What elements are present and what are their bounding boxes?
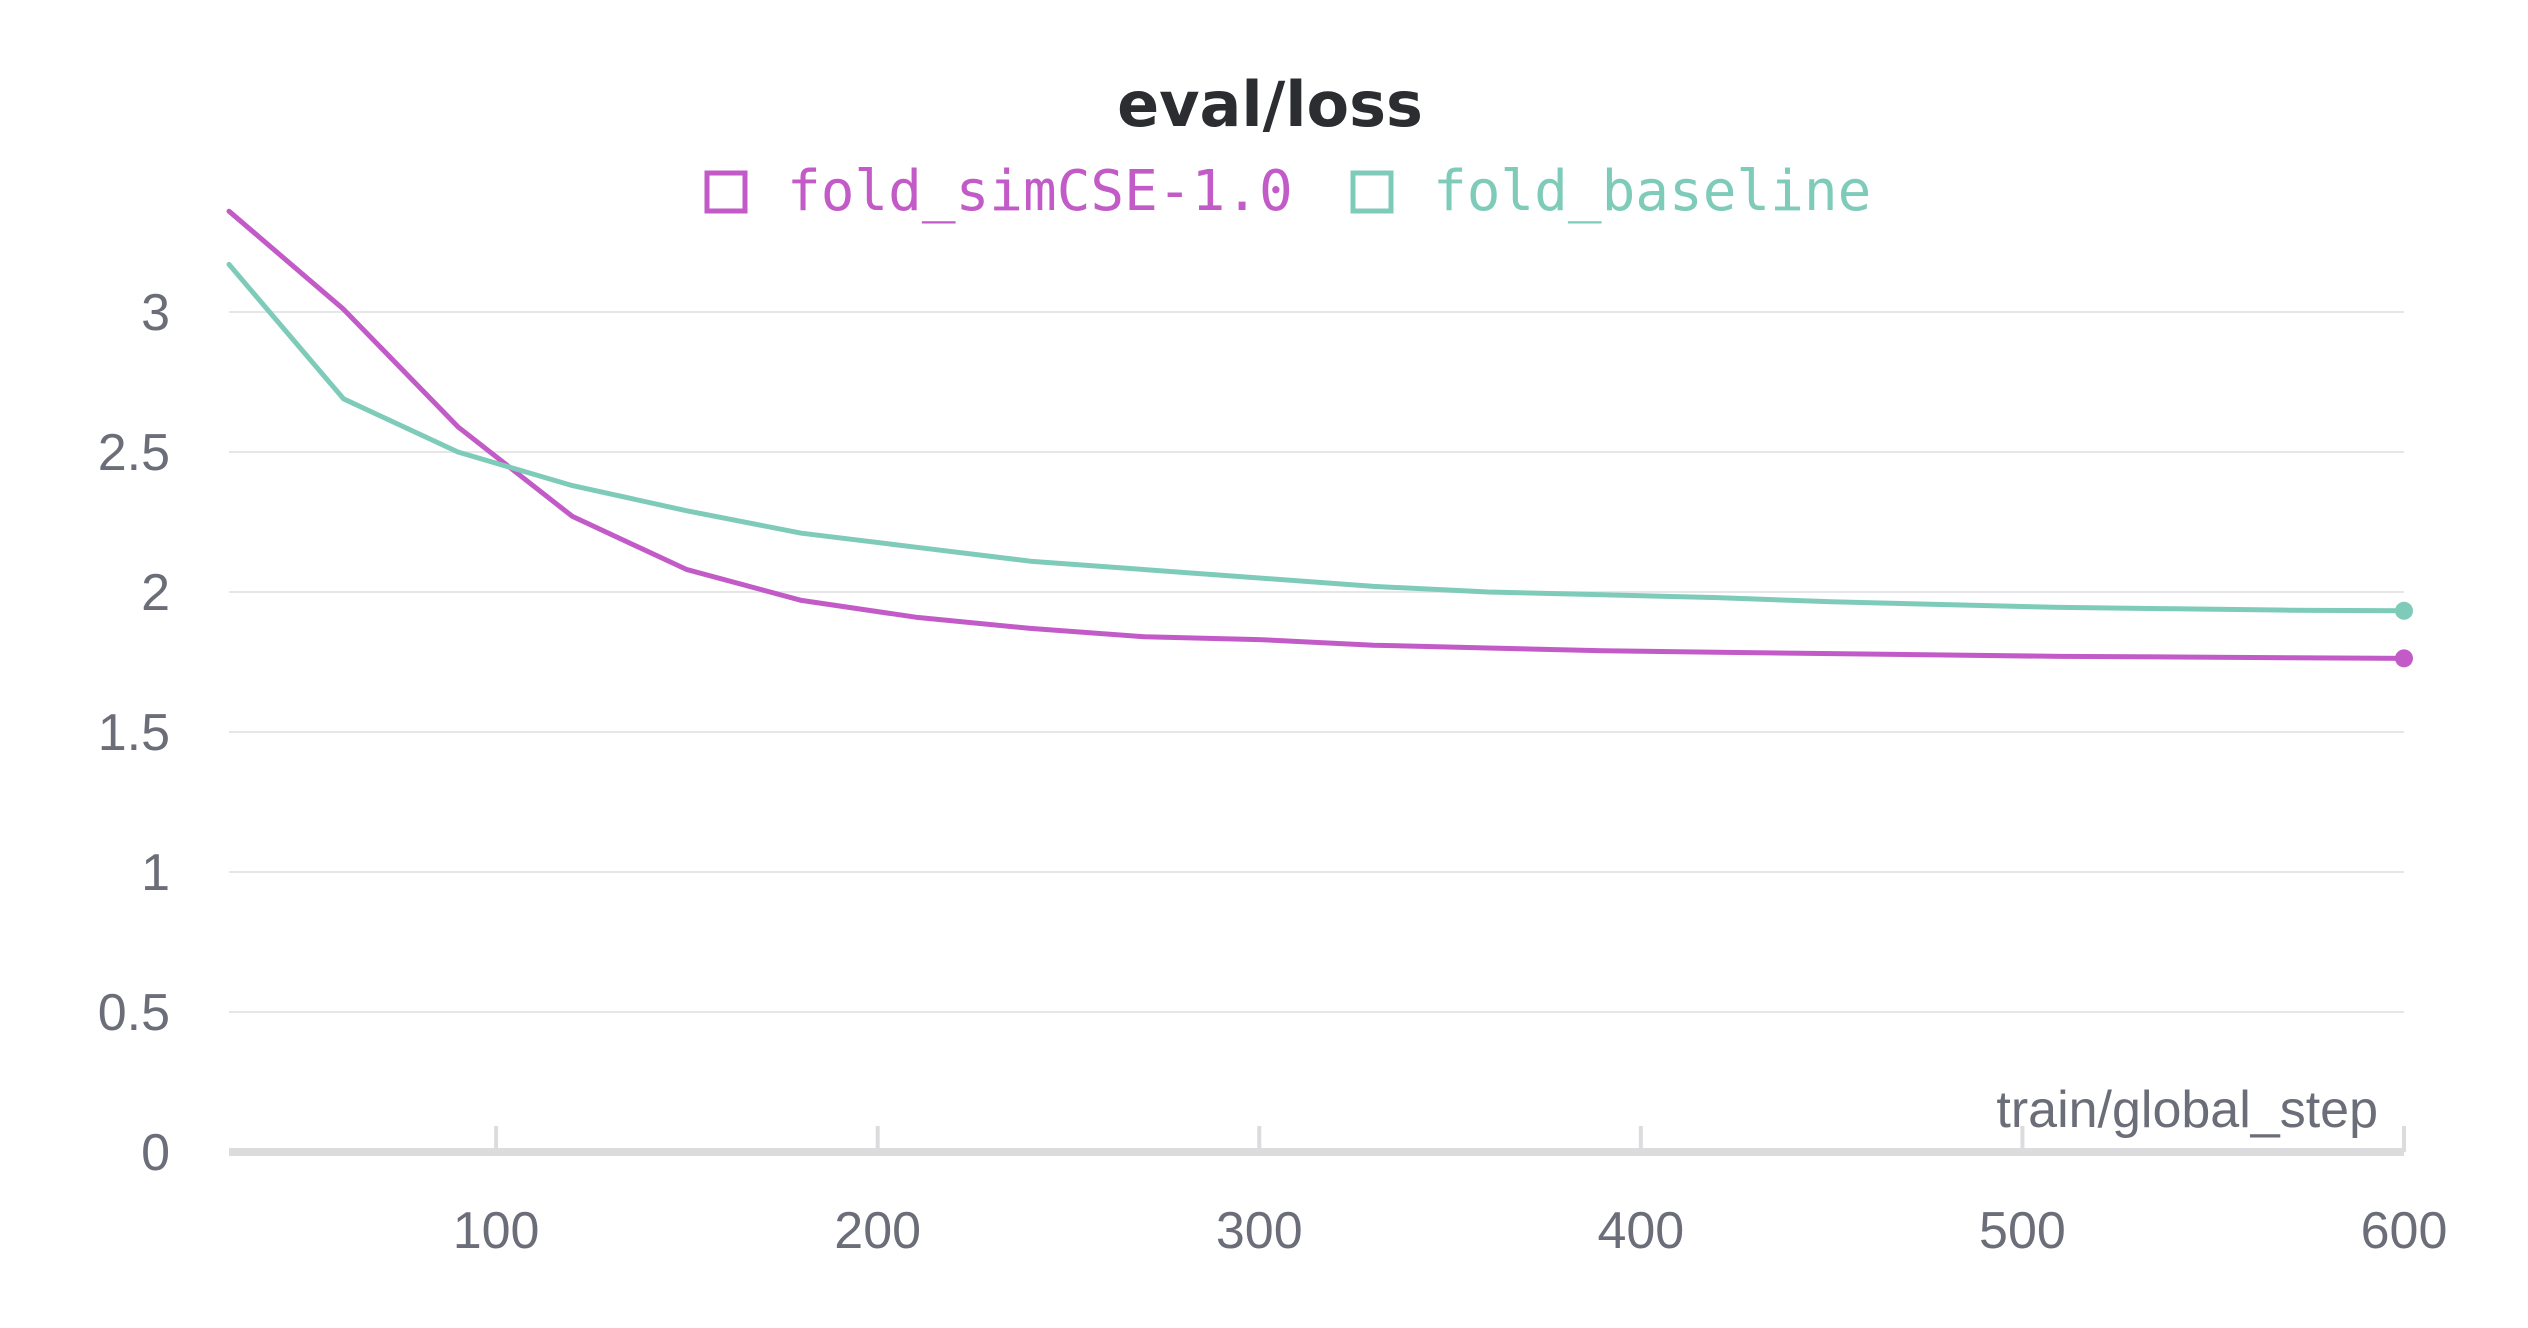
x-tick-label: 100 xyxy=(453,1202,540,1260)
legend-label: fold_simCSE-1.0 xyxy=(787,159,1293,224)
y-axis: 0 0.5 1 1.5 2 2.5 3 xyxy=(98,284,170,1182)
chart-title: eval/loss xyxy=(1117,68,1423,141)
series-end-point-fold_simCSE-1.0 xyxy=(2395,649,2413,668)
grid xyxy=(229,311,2404,1013)
legend-item[interactable]: fold_simCSE-1.0 xyxy=(704,159,1293,224)
y-tick-label: 2.5 xyxy=(98,424,170,482)
legend-swatch xyxy=(1350,170,1394,214)
legend: fold_simCSE-1.0 fold_baseline xyxy=(704,159,1871,224)
y-tick-label: 1 xyxy=(141,844,170,902)
series-line-fold_simCSE-1.0 xyxy=(226,208,2407,661)
x-tick-label: 300 xyxy=(1216,1202,1303,1260)
y-tick-label: 3 xyxy=(141,284,170,342)
x-tick-label: 400 xyxy=(1597,1202,1684,1260)
series-line-fold_baseline xyxy=(226,261,2407,614)
legend-swatch xyxy=(704,170,748,214)
y-tick-label: 2 xyxy=(141,564,170,622)
legend-item[interactable]: fold_baseline xyxy=(1350,159,1871,224)
y-tick-label: 1.5 xyxy=(98,704,170,762)
x-tick-label: 600 xyxy=(2361,1202,2448,1260)
series-layer xyxy=(226,208,2413,668)
x-axis: 100 200 300 400 500 600 xyxy=(229,1126,2447,1260)
x-axis-label: train/global_step xyxy=(1996,1081,2378,1139)
y-tick-label: 0.5 xyxy=(98,984,170,1042)
legend-label: fold_baseline xyxy=(1433,159,1871,224)
x-tick-label: 500 xyxy=(1979,1202,2066,1260)
series-end-point-fold_baseline xyxy=(2395,601,2413,620)
y-tick-label: 0 xyxy=(141,1124,170,1182)
x-tick-label: 200 xyxy=(834,1202,921,1260)
